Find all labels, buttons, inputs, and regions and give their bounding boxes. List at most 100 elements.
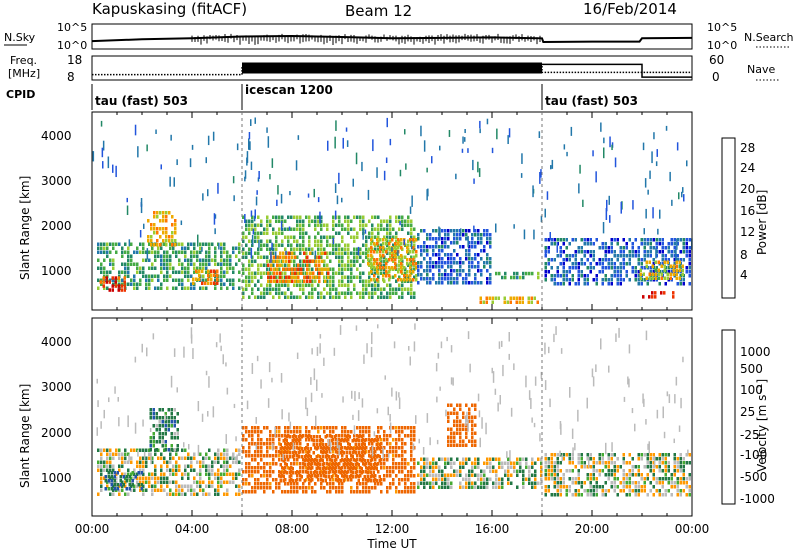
heat-cell [395,215,398,219]
heat-cell [613,262,616,266]
heat-cell [217,472,220,476]
heat-cell [607,246,610,250]
heat-cell [480,257,483,261]
heat-cell [184,286,187,290]
heat-cell [351,463,354,467]
heat-cell [107,471,110,475]
heat-cell [398,267,401,271]
heat-cell [468,241,471,245]
heat-cell [178,488,181,492]
heat-cell [196,460,199,464]
heat-cell [332,442,335,446]
heat-cell [287,227,290,231]
heat-cell [417,269,420,273]
heat-cell [278,486,281,490]
heat-cell [214,286,217,290]
heat-sparse [491,147,494,154]
heat-cell [338,490,341,494]
heat-cell [398,462,401,466]
heat-cell [601,266,604,270]
heat-sparse [549,232,551,240]
heat-cell [103,266,106,270]
heat-cell [486,457,489,461]
heat-cell [245,482,248,486]
heat-cell [351,447,354,451]
heat-cell [196,266,199,270]
heat-sparse [233,403,236,409]
heat-cell [370,238,373,242]
heat-cell [646,493,649,497]
heat-cell [540,461,543,465]
heat-cell [119,479,122,483]
xtick-0000: 00:00 [75,522,110,536]
heat-cell [99,280,102,284]
heat-cell [616,493,619,497]
heat-cell [318,267,321,271]
vel-cbar-tick-neg1000: -1000 [740,492,775,506]
heat-cell [392,446,395,450]
heat-cell [276,279,279,283]
heat-cell [459,431,462,435]
heat-cell [661,485,664,489]
heat-cell [429,485,432,489]
heat-cell [279,255,282,259]
heat-cell [159,243,162,247]
heat-cell [291,471,294,475]
heat-cell [302,231,305,235]
heat-sparse [257,177,260,182]
heat-sparse [143,451,146,460]
heat-cell [321,451,324,455]
heat-cell [242,247,245,251]
heat-cell [232,286,235,290]
heat-cell [311,486,314,490]
heat-cell [142,242,145,246]
heat-cell [441,257,444,261]
heat-cell [326,279,329,283]
heat-cell [374,438,377,442]
heat-cell [369,447,372,451]
heat-cell [139,468,142,472]
heat-cell [315,443,318,447]
heat-cell [324,467,327,471]
heat-cell [401,454,404,458]
heat-cell [350,291,353,295]
power-ytick-3000: 3000 [41,174,72,188]
heat-cell [410,231,413,235]
heat-cell [202,456,205,460]
heat-cell [462,485,465,489]
heat-cell [154,472,157,476]
heat-cell [320,470,323,474]
heat-sparse [352,178,354,187]
vel-cbar-tick-1000: 1000 [740,345,771,359]
heat-cell [371,458,374,462]
heat-cell [117,276,120,280]
heat-cell [634,238,637,242]
heat-cell [130,480,133,484]
heat-cell [302,283,305,287]
heat-cell [130,262,133,266]
heat-cell [420,245,423,249]
heat-cell [534,473,537,477]
heat-cell [317,247,320,251]
heat-cell [223,460,226,464]
noise-right-tick-bottom: 10^0 [707,39,737,52]
heat-cell [435,481,438,485]
heat-cell [544,469,547,473]
heat-cell [400,246,403,250]
heat-cell [306,463,309,467]
station-title: Kapuskasing (fitACF) [92,0,247,18]
heat-cell [163,254,166,258]
heat-cell [251,223,254,227]
heat-cell [199,266,202,270]
heat-cell [474,465,477,469]
heat-cell [100,472,103,476]
heat-cell [133,250,136,254]
heat-cell [306,475,309,479]
heat-cell [389,235,392,239]
heat-cell [429,469,432,473]
heat-cell [616,477,619,481]
heat-cell [586,465,589,469]
heat-cell [477,457,480,461]
heat-cell [326,426,329,430]
heat-cell [184,258,187,262]
